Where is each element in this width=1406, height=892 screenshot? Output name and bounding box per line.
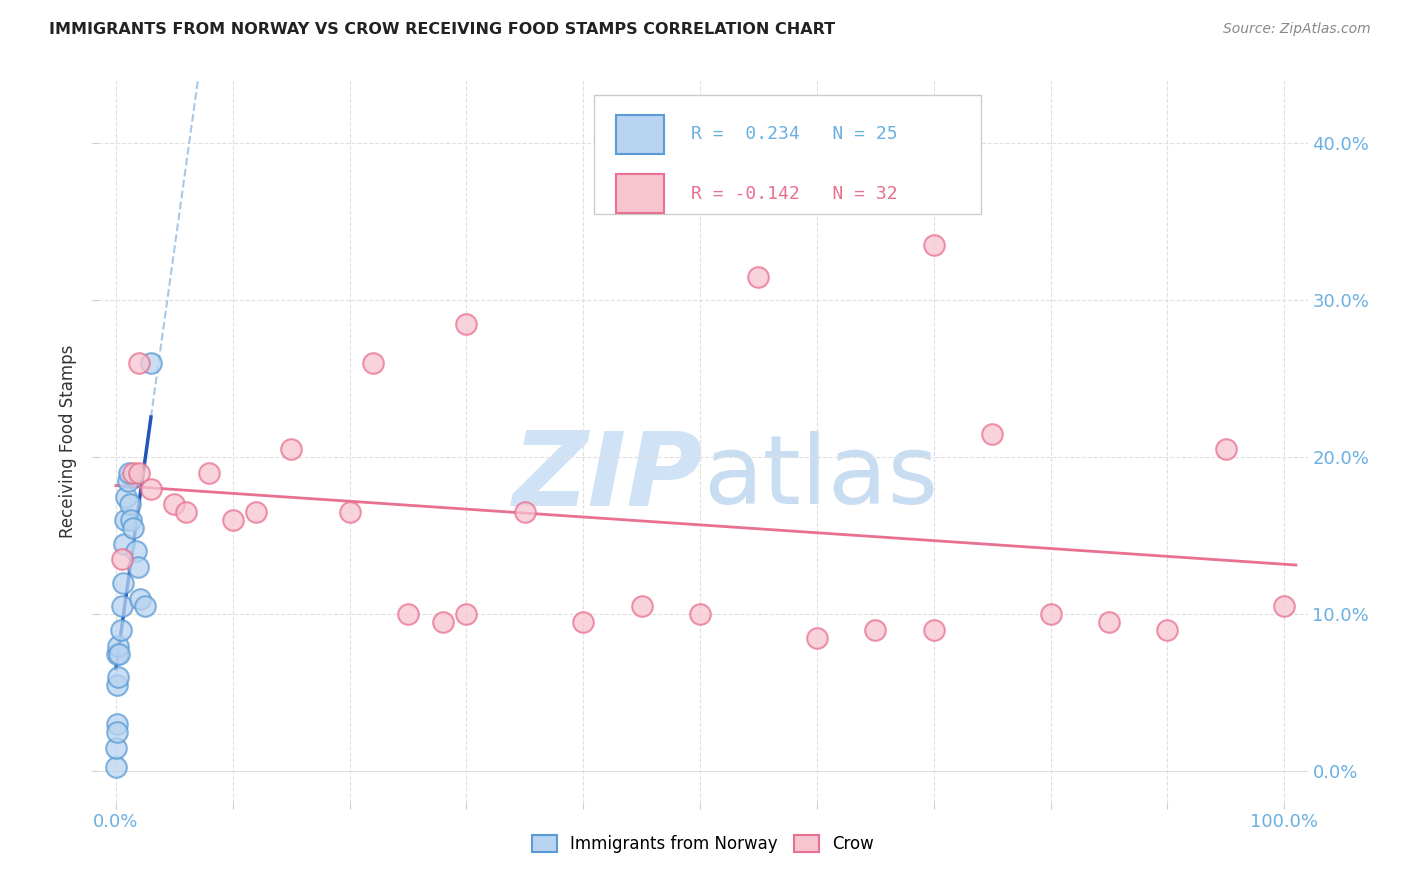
- Point: [125, 544, 148, 558]
- Point: [1272, 599, 1295, 614]
- Point: [981, 426, 1004, 441]
- Point: [111, 575, 134, 590]
- Point: [280, 442, 302, 457]
- Point: [105, 647, 128, 661]
- Point: [108, 647, 131, 661]
- Point: [689, 607, 711, 622]
- Point: [104, 760, 127, 774]
- Point: [198, 466, 221, 480]
- Point: [513, 505, 536, 519]
- Point: [922, 623, 945, 637]
- Point: [104, 740, 127, 755]
- Point: [456, 607, 478, 622]
- Point: [1156, 623, 1178, 637]
- Point: [174, 505, 197, 519]
- Point: [110, 623, 132, 637]
- Point: [747, 269, 769, 284]
- Point: [245, 505, 267, 519]
- Point: [111, 552, 134, 566]
- Text: R =  0.234   N = 25: R = 0.234 N = 25: [690, 126, 897, 144]
- Point: [1039, 607, 1062, 622]
- Point: [339, 505, 361, 519]
- Legend: Immigrants from Norway, Crow: Immigrants from Norway, Crow: [524, 828, 882, 860]
- Point: [128, 466, 150, 480]
- Point: [396, 607, 419, 622]
- Point: [105, 717, 128, 731]
- Point: [572, 615, 595, 630]
- Point: [865, 623, 887, 637]
- Point: [114, 513, 136, 527]
- Point: [129, 591, 152, 606]
- Point: [128, 356, 150, 370]
- FancyBboxPatch shape: [595, 95, 981, 214]
- Point: [163, 497, 186, 511]
- Point: [120, 513, 142, 527]
- Text: IMMIGRANTS FROM NORWAY VS CROW RECEIVING FOOD STAMPS CORRELATION CHART: IMMIGRANTS FROM NORWAY VS CROW RECEIVING…: [49, 22, 835, 37]
- Point: [806, 631, 828, 645]
- Point: [105, 725, 128, 739]
- Point: [139, 482, 162, 496]
- Point: [432, 615, 454, 630]
- Point: [105, 678, 128, 692]
- Point: [122, 521, 145, 535]
- Point: [107, 670, 129, 684]
- Point: [922, 238, 945, 252]
- Y-axis label: Receiving Food Stamps: Receiving Food Stamps: [59, 345, 77, 538]
- Point: [118, 466, 141, 480]
- Text: atlas: atlas: [703, 431, 938, 524]
- Point: [107, 639, 129, 653]
- FancyBboxPatch shape: [616, 174, 664, 213]
- Point: [134, 599, 156, 614]
- Point: [117, 474, 139, 488]
- Point: [127, 560, 149, 574]
- Point: [111, 599, 134, 614]
- Point: [222, 513, 245, 527]
- Point: [456, 317, 478, 331]
- Text: ZIP: ZIP: [512, 427, 703, 528]
- Text: Source: ZipAtlas.com: Source: ZipAtlas.com: [1223, 22, 1371, 37]
- Point: [112, 536, 135, 550]
- Point: [630, 599, 652, 614]
- Text: R = -0.142   N = 32: R = -0.142 N = 32: [690, 185, 897, 202]
- Point: [122, 466, 145, 480]
- Point: [1215, 442, 1237, 457]
- Point: [1098, 615, 1121, 630]
- Point: [361, 356, 384, 370]
- Point: [139, 356, 162, 370]
- Point: [118, 497, 141, 511]
- FancyBboxPatch shape: [616, 115, 664, 154]
- Point: [115, 490, 138, 504]
